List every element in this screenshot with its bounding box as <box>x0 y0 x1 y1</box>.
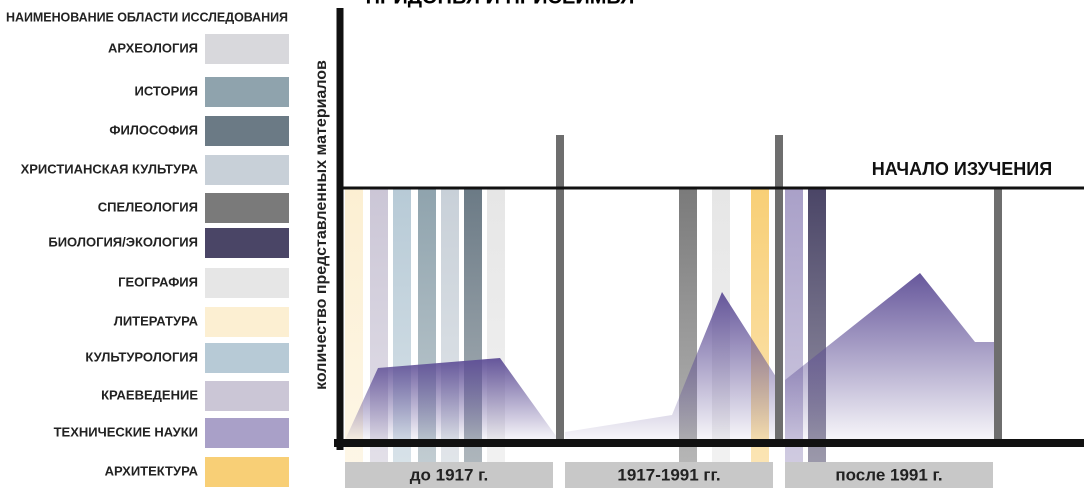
legend-label: ФИЛОСОФИЯ <box>109 122 198 137</box>
start-line-label: НАЧАЛО ИЗУЧЕНИЯ <box>872 159 1052 179</box>
areas <box>345 273 995 440</box>
title: ПРИДОНЬЯ И ПРИСЕЙМЬЯ <box>366 0 635 8</box>
legend-swatch <box>205 457 289 487</box>
legend-label: ТЕХНИЧЕСКИЕ НАУКИ <box>54 424 198 439</box>
legend-label: БИОЛОГИЯ/ЭКОЛОГИЯ <box>48 234 198 249</box>
period-box <box>565 462 773 488</box>
legend-swatch <box>205 34 289 64</box>
legend-swatch <box>205 228 289 258</box>
legend-swatch <box>205 343 289 373</box>
legend-swatch <box>205 268 289 298</box>
period-divider <box>556 135 564 442</box>
legend-heading: НАИМЕНОВАНИЕ ОБЛАСТИ ИССЛЕДОВАНИЯ <box>6 10 288 24</box>
legend-label: АРХИТЕКТУРА <box>105 463 199 478</box>
legend-swatch <box>205 77 289 107</box>
period-divider <box>994 188 1002 442</box>
legend-swatch <box>205 116 289 146</box>
period-box <box>345 462 553 488</box>
legend-label: ХРИСТИАНСКАЯ КУЛЬТУРА <box>21 161 199 176</box>
legend-label: КУЛЬТУРОЛОГИЯ <box>85 349 198 364</box>
area-period-2 <box>565 292 778 440</box>
legend-swatch <box>205 155 289 185</box>
y-axis-label: количество представленных материалов <box>313 60 330 390</box>
legend-label: КРАЕВЕДЕНИЕ <box>101 387 198 402</box>
legend-label: АРХЕОЛОГИЯ <box>108 40 198 55</box>
field-bar <box>345 188 363 463</box>
periods: до 1917 г. 1917-1991 гг. после 1991 г. <box>345 462 993 488</box>
legend-swatch <box>205 193 289 223</box>
period-label: 1917-1991 гг. <box>617 465 720 484</box>
legend-swatch <box>205 381 289 411</box>
area-period-3 <box>785 273 995 440</box>
legend-label: ЛИТЕРАТУРА <box>114 313 199 328</box>
legend-label: СПЕЛЕОЛОГИЯ <box>98 199 198 214</box>
legend-swatch <box>205 307 289 337</box>
period-divider <box>775 135 783 442</box>
legend-label: ИСТОРИЯ <box>135 83 199 98</box>
legend-label: ГЕОГРАФИЯ <box>118 274 198 289</box>
period-label: после 1991 г. <box>835 465 942 484</box>
area-period-1 <box>345 358 556 440</box>
period-label: до 1917 г. <box>410 465 489 484</box>
legend: АРХЕОЛОГИЯ ИСТОРИЯ ФИЛОСОФИЯ ХРИСТИАНСКАЯ К… <box>21 34 289 487</box>
period-box <box>785 462 993 488</box>
legend-swatch <box>205 418 289 448</box>
